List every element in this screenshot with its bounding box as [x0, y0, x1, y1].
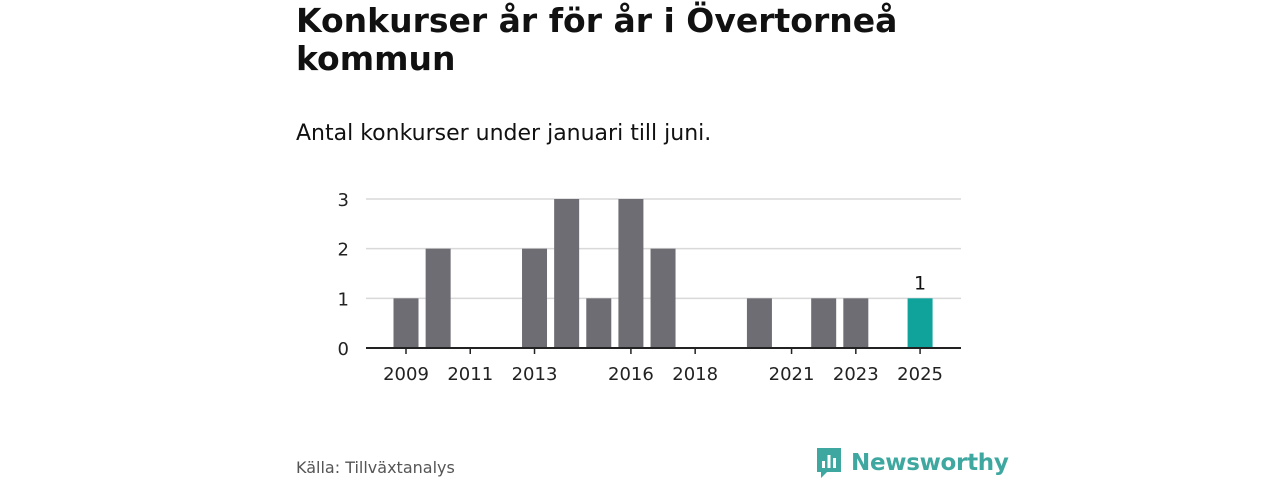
source-note: Källa: Tillväxtanalys: [296, 458, 455, 477]
x-tick-label: 2009: [383, 364, 429, 385]
bar-2015: [586, 298, 612, 348]
bar-chart-logo-icon: [817, 448, 841, 478]
brand-name: Newsworthy: [851, 450, 1009, 476]
bar-2016: [618, 199, 644, 348]
bar-2020: [746, 298, 772, 348]
x-tick-label: 2013: [512, 364, 558, 385]
y-tick-label: 1: [338, 289, 349, 310]
chart-title: Konkurser år för år i Övertorneå kommun: [296, 1, 898, 78]
bar-2014: [554, 199, 580, 348]
x-tick-label: 2016: [608, 364, 654, 385]
data-label: 1: [914, 272, 926, 294]
x-tick-label: 2011: [447, 364, 493, 385]
brand-logo[interactable]: Newsworthy: [815, 446, 1009, 480]
bar-2025: [907, 298, 933, 348]
x-tick-label: 2023: [833, 364, 879, 385]
bar-2022: [811, 298, 837, 348]
y-tick-label: 0: [338, 339, 349, 360]
bar-2009: [393, 298, 419, 348]
x-tick-label: 2018: [672, 364, 718, 385]
bar-2023: [843, 298, 869, 348]
bar-2017: [650, 248, 676, 348]
x-tick-label: 2025: [897, 364, 943, 385]
x-tick-label: 2021: [769, 364, 815, 385]
chart-subtitle: Antal konkurser under januari till juni.: [296, 121, 712, 146]
bar-2010: [425, 248, 451, 348]
y-tick-label: 3: [338, 190, 349, 211]
y-tick-label: 2: [338, 240, 349, 261]
bar-2013: [522, 248, 548, 348]
bar-chart: 0 1 2 3 2009 2011 2013 2016 2018 2021 2023 2025 1: [338, 190, 961, 385]
